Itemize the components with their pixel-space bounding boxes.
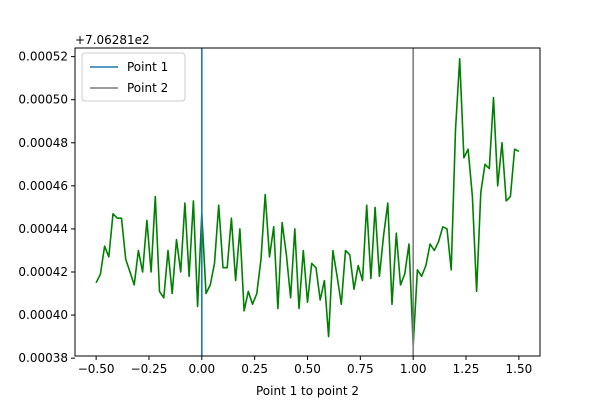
x-tick-label: 1.00 xyxy=(400,362,427,376)
x-axis-label: Point 1 to point 2 xyxy=(256,384,359,398)
y-offset-label: +7.06281e2 xyxy=(75,33,150,47)
x-tick-label: 0.50 xyxy=(294,362,321,376)
legend-label-1: Point 1 xyxy=(127,60,168,74)
y-tick-label: 0.00044 xyxy=(18,222,68,236)
series-layer xyxy=(95,57,520,347)
y-tick-label: 0.00040 xyxy=(18,308,68,322)
y-tick-label: 0.00048 xyxy=(18,136,68,150)
x-axis-ticks: −0.50 −0.25 0.00 0.25 0.50 0.75 1.00 1.25 1.50 xyxy=(78,356,532,376)
x-tick-label: 0.25 xyxy=(241,362,268,376)
series-line-0 xyxy=(95,57,520,347)
y-tick-label: 0.00046 xyxy=(18,179,68,193)
y-tick-label: 0.00042 xyxy=(18,265,68,279)
vline-layer xyxy=(201,48,414,356)
x-tick-label: 1.50 xyxy=(506,362,533,376)
x-tick-label: −0.50 xyxy=(78,362,115,376)
legend-box xyxy=(81,52,186,102)
x-tick-label: −0.25 xyxy=(131,362,168,376)
y-tick-label: 0.00052 xyxy=(18,50,68,64)
x-tick-label: 1.25 xyxy=(453,362,480,376)
y-tick-label: 0.00050 xyxy=(18,93,68,107)
y-axis-ticks: 0.00038 0.00040 0.00042 0.00044 0.00046 0.000… xyxy=(18,50,75,365)
y-tick-label: 0.00038 xyxy=(18,351,68,365)
x-tick-label: 0.00 xyxy=(188,362,215,376)
legend-label-2: Point 2 xyxy=(127,81,168,95)
x-tick-label: 0.75 xyxy=(347,362,374,376)
legend: Point 1 Point 2 xyxy=(81,52,186,102)
